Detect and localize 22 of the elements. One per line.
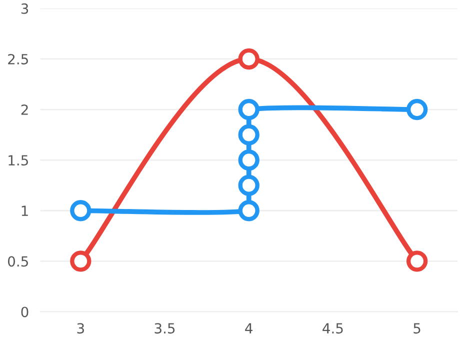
point — [406, 98, 428, 120]
point — [70, 250, 92, 272]
point — [238, 200, 260, 222]
point — [238, 149, 260, 171]
x-tick-label: 3.5 — [154, 323, 175, 334]
x-tick-label: 4.5 — [322, 323, 343, 334]
x-tick-label: 5 — [414, 323, 420, 334]
point — [238, 98, 260, 120]
x-tick-label: 3 — [77, 323, 84, 334]
point — [70, 200, 92, 222]
point — [238, 48, 260, 70]
y-tick-label: 1 — [22, 206, 28, 216]
point — [238, 174, 260, 196]
point — [406, 250, 428, 272]
y-tick-label: 2 — [21, 104, 28, 115]
y-tick-label: 3 — [21, 3, 28, 14]
y-tick-label: 2.5 — [8, 54, 28, 64]
y-tick-label: 1.5 — [8, 155, 28, 166]
y-tick-label: 0.5 — [8, 256, 28, 267]
point — [238, 124, 260, 146]
x-tick-label: 4 — [245, 323, 252, 334]
y-tick-label: 0 — [21, 306, 28, 318]
